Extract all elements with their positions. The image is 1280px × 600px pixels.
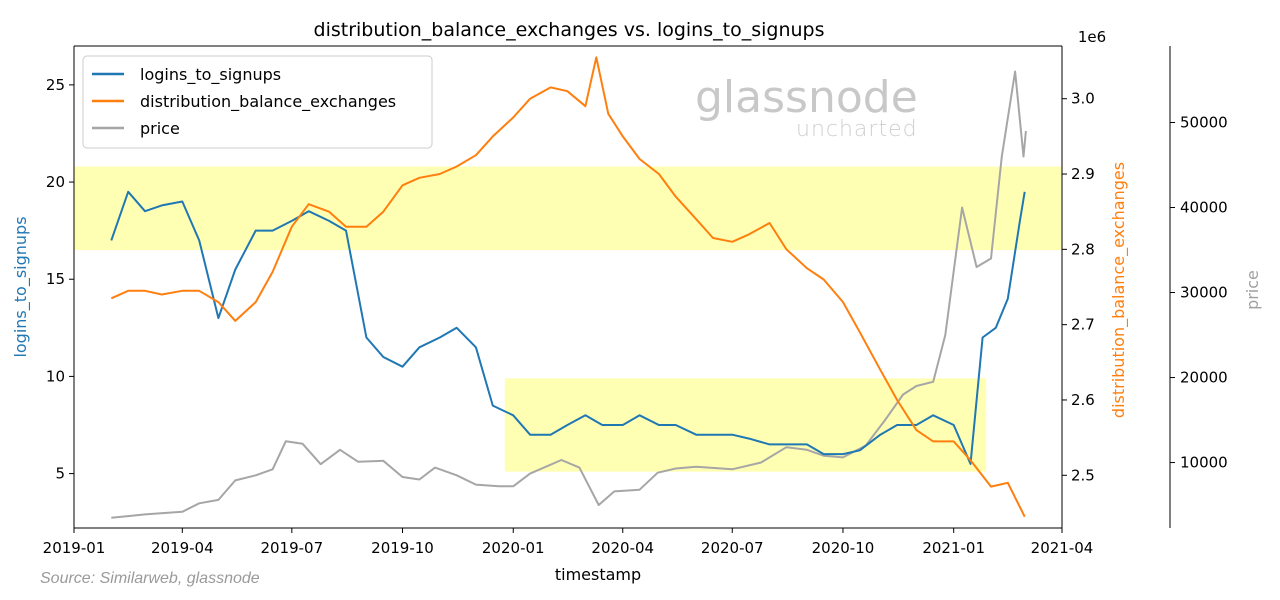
legend-box [82, 55, 433, 149]
watermark-sub: uncharted [796, 117, 918, 142]
series-line-price [111, 70, 1027, 519]
series-layer [110, 56, 1027, 519]
right-axis-label: distribution_balance_exchanges [1109, 162, 1129, 418]
right-tick-label: 3.0 [1071, 90, 1095, 108]
price-tick-label: 50000 [1180, 114, 1228, 132]
right-tick-label: 2.7 [1071, 316, 1095, 334]
watermark-brand: glassnode [695, 72, 918, 123]
x-tick-label: 2021-01 [922, 539, 985, 557]
price-axis-label: price [1243, 270, 1262, 310]
x-tick-label: 2019-07 [260, 539, 323, 557]
left-tick-label: 15 [46, 270, 65, 288]
left-tick-label: 25 [46, 76, 65, 94]
price-tick-label: 20000 [1180, 369, 1228, 387]
left-axis-label: logins_to_signups [11, 216, 31, 357]
x-tick-label: 2019-10 [371, 539, 434, 557]
legend-label-price: price [140, 119, 180, 138]
price-tick-label: 10000 [1180, 454, 1228, 472]
right-tick-label: 2.6 [1071, 391, 1095, 409]
left-tick-label: 20 [46, 173, 65, 191]
left-tick-label: 5 [55, 465, 65, 483]
legend: logins_to_signups distribution_balance_ex… [82, 55, 433, 149]
x-tick-label: 2019-01 [43, 539, 106, 557]
right-tick-label: 2.9 [1071, 165, 1095, 183]
left-tick-label: 10 [46, 367, 65, 385]
price-tick-label: 30000 [1180, 284, 1228, 302]
series-line-distribution_balance_exchanges [110, 56, 1026, 518]
legend-label-distribution_balance_exchanges: distribution_balance_exchanges [140, 92, 396, 112]
right-axis-offset: 1e6 [1078, 28, 1106, 46]
x-tick-label: 2020-04 [591, 539, 654, 557]
axes-layer: 2019-01 2019-04 2019-07 2019-10 2020-01 2020-… [11, 28, 1262, 584]
highlight-band-1 [74, 166, 1062, 251]
x-tick-label: 2019-04 [151, 539, 214, 557]
x-tick-label: 2021-04 [1031, 539, 1094, 557]
x-axis-label: timestamp [555, 565, 641, 584]
x-tick-label: 2020-01 [482, 539, 545, 557]
right-tick-label: 2.5 [1071, 466, 1095, 484]
source-note: Source: Similarweb, glassnode [40, 570, 260, 587]
x-tick-label: 2020-07 [701, 539, 764, 557]
x-tick-label: 2020-10 [812, 539, 875, 557]
price-tick-label: 40000 [1180, 199, 1228, 217]
legend-label-logins_to_signups: logins_to_signups [140, 65, 281, 85]
chart-title: distribution_balance_exchanges vs. login… [314, 19, 825, 41]
right-tick-label: 2.8 [1071, 240, 1095, 258]
series-line-logins_to_signups [110, 190, 1026, 465]
